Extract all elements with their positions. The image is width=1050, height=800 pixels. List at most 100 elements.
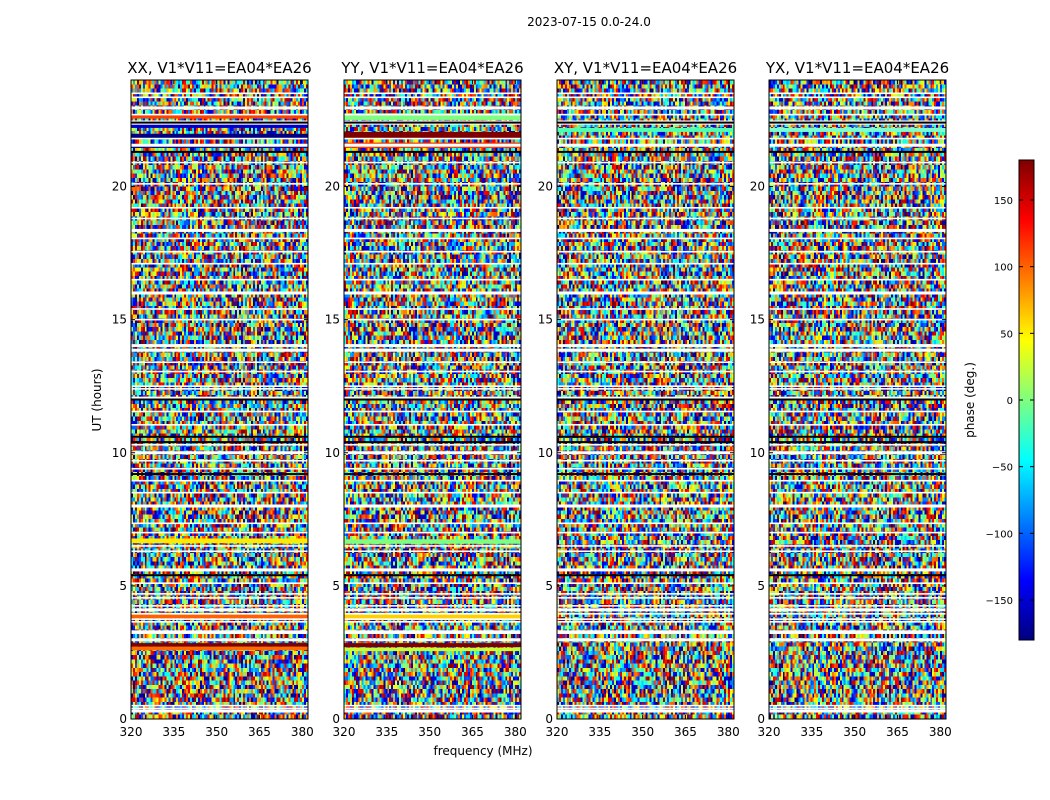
x-tick-label: 380 xyxy=(291,725,314,739)
flagged-row xyxy=(131,479,308,482)
flagged-row xyxy=(557,237,734,240)
flagged-row xyxy=(557,250,734,253)
coherent-band xyxy=(131,646,308,651)
flagged-row xyxy=(344,318,521,321)
flagged-row xyxy=(344,396,521,400)
flagged-row xyxy=(769,278,946,281)
x-tick-label: 335 xyxy=(588,725,611,739)
flagged-row xyxy=(769,707,946,710)
x-tick-label: 320 xyxy=(333,725,356,739)
flagged-row xyxy=(344,250,521,253)
flagged-row xyxy=(769,348,946,352)
y-tick-label: 5 xyxy=(119,579,127,593)
flagged-row xyxy=(131,291,308,295)
flagged-row xyxy=(344,597,521,599)
flagged-row xyxy=(131,597,308,599)
y-tick-label: 15 xyxy=(538,313,553,327)
flagged-row xyxy=(344,608,521,612)
flagged-row xyxy=(344,113,521,116)
y-tick-label: 10 xyxy=(750,446,765,460)
coherent-band xyxy=(131,538,308,544)
flagged-row xyxy=(769,550,946,553)
flagged-row xyxy=(131,361,308,364)
y-tick-label: 5 xyxy=(545,579,553,593)
flagged-row xyxy=(131,250,308,253)
y-tick-label: 20 xyxy=(325,180,340,194)
flagged-row xyxy=(557,161,734,164)
dark-row xyxy=(769,473,946,476)
flagged-row xyxy=(557,608,734,612)
dark-row xyxy=(557,121,734,124)
dark-row xyxy=(557,150,734,153)
y-tick-label: 20 xyxy=(112,180,127,194)
flagged-row xyxy=(557,345,734,348)
flagged-row xyxy=(344,92,521,95)
x-tick-label: 335 xyxy=(375,725,398,739)
flagged-row xyxy=(769,443,946,446)
flagged-row xyxy=(131,605,308,607)
flagged-row xyxy=(131,630,308,632)
coherent-band xyxy=(131,643,308,647)
flagged-row xyxy=(344,143,521,147)
x-tick-label: 380 xyxy=(717,725,740,739)
dark-row xyxy=(769,121,946,124)
flagged-row xyxy=(769,345,946,348)
flagged-row xyxy=(769,92,946,95)
flagged-row xyxy=(557,597,734,599)
flagged-row xyxy=(344,504,521,508)
x-axis-label: frequency (MHz) xyxy=(433,744,532,758)
flagged-row xyxy=(344,344,521,346)
flagged-row xyxy=(769,388,946,390)
coherent-band xyxy=(131,114,308,119)
flagged-row xyxy=(557,228,734,232)
panel-1: YY, V1*V11=EA04*EA26 320 335 350 365 380 0 5 10 1… xyxy=(325,59,527,739)
coherent-band xyxy=(557,127,734,132)
flagged-row xyxy=(131,491,308,494)
flagged-row xyxy=(769,370,946,373)
flagged-row xyxy=(769,605,946,607)
flagged-row xyxy=(769,545,946,547)
flagged-row xyxy=(344,491,521,494)
flagged-row xyxy=(344,550,521,553)
panel-title: XY, V1*V11=EA04*EA26 xyxy=(554,59,737,77)
dark-row xyxy=(344,435,521,438)
dark-row xyxy=(131,150,308,153)
flagged-row xyxy=(131,92,308,95)
flagged-row xyxy=(344,308,521,310)
flagged-row xyxy=(131,308,308,310)
coherent-band xyxy=(344,647,521,652)
y-tick-label: 10 xyxy=(325,446,340,460)
flagged-row xyxy=(344,630,521,632)
flagged-row xyxy=(769,568,946,572)
flagged-row xyxy=(131,262,308,265)
flagged-row xyxy=(131,106,308,110)
dark-row xyxy=(769,150,946,153)
x-tick-label: 320 xyxy=(546,725,569,739)
panel-3: YX, V1*V11=EA04*EA26 320 335 350 365 380 0 5 10 1… xyxy=(750,59,952,739)
flagged-row xyxy=(557,618,734,620)
flagged-row xyxy=(344,106,521,110)
x-tick-label: 365 xyxy=(674,725,697,739)
flagged-row xyxy=(131,608,308,612)
flagged-row xyxy=(557,704,734,707)
flagged-row xyxy=(344,638,521,640)
flagged-row xyxy=(557,423,734,426)
panel-title: YY, V1*V11=EA04*EA26 xyxy=(340,59,523,77)
panel-frame xyxy=(768,79,947,720)
flagged-row xyxy=(344,531,521,534)
colorbar-tick-label: 50 xyxy=(1000,329,1013,340)
y-tick-label: 5 xyxy=(332,579,340,593)
dark-row xyxy=(557,574,734,577)
flagged-row xyxy=(557,621,734,623)
flagged-row xyxy=(769,639,946,642)
flagged-row xyxy=(769,217,946,220)
flagged-row xyxy=(131,582,308,585)
y-tick-label: 0 xyxy=(119,712,127,726)
flagged-row xyxy=(131,385,308,387)
flagged-row xyxy=(344,545,521,547)
flagged-row xyxy=(557,92,734,95)
flagged-row xyxy=(769,123,946,125)
flagged-row xyxy=(769,459,946,462)
flagged-row xyxy=(131,443,308,446)
panel-frame xyxy=(556,79,735,720)
